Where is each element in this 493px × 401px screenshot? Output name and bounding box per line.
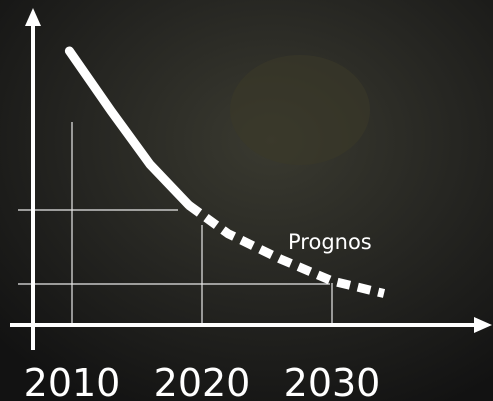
series-label: Prognos <box>288 230 372 254</box>
x-tick-label: 2010 <box>24 361 121 401</box>
x-tick-label: 2030 <box>284 361 381 401</box>
forecast-line <box>186 201 386 298</box>
x-axis-arrow <box>474 317 492 333</box>
background-flower <box>230 55 370 165</box>
plot <box>71 122 333 325</box>
y-axis-arrow <box>25 8 41 26</box>
data-line <box>64 46 194 210</box>
x-tick-label: 2020 <box>154 361 251 401</box>
